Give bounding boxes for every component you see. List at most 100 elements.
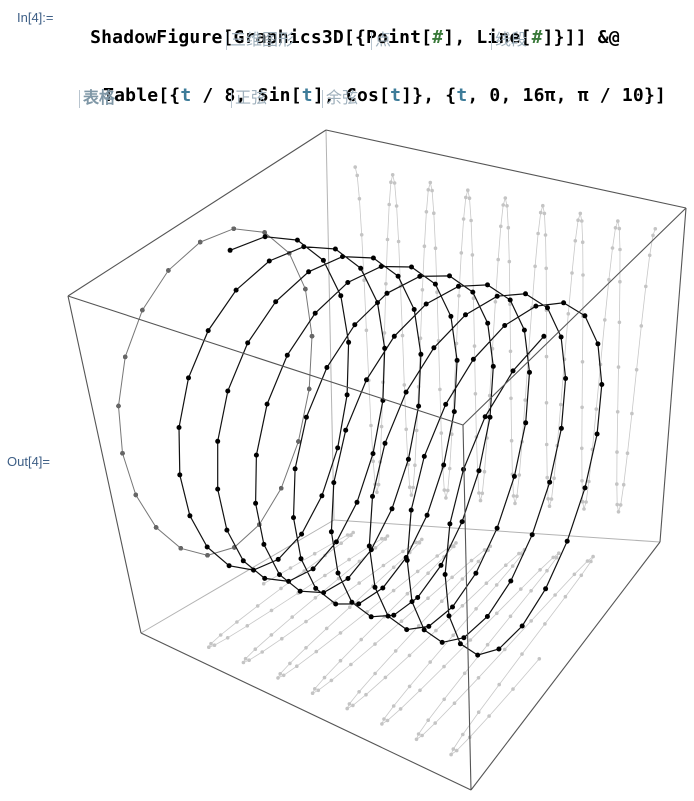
helix-point <box>324 365 330 370</box>
back-wall-shadow-point <box>544 442 549 447</box>
floor-shadow-point <box>487 714 491 718</box>
input-code-line-2[interactable]: Table[{t / 8, Sin[t], Cos[t]}, {t, 0, 16… <box>81 64 666 106</box>
back-wall-shadow-point <box>355 173 360 178</box>
back-wall-shadow-point <box>505 204 509 208</box>
helix-point <box>364 377 369 383</box>
helix-point <box>558 334 564 340</box>
helix-point <box>286 578 292 584</box>
back-wall-shadow-point <box>447 466 452 471</box>
back-wall-shadow-point <box>647 253 652 258</box>
helix-point <box>454 357 460 363</box>
floor-shadow-point <box>382 717 386 721</box>
back-wall-shadow-point <box>546 497 550 501</box>
helix-point <box>233 287 239 293</box>
back-wall-shadow-point <box>389 180 393 184</box>
back-wall-shadow-point <box>376 482 381 487</box>
floor-shadow-point <box>460 577 465 581</box>
helix-point <box>382 440 388 446</box>
box-edge <box>140 519 335 634</box>
floor-shadow-point <box>329 678 334 683</box>
floor-shadow-point <box>485 642 490 647</box>
back-wall-shadow-point <box>457 294 461 298</box>
helix-point <box>473 570 479 576</box>
back-wall-shadow-point <box>382 331 387 335</box>
helix-point <box>447 273 452 279</box>
floor-shadow-point <box>407 684 412 689</box>
code-text: , 0, 16π, π / 10}] <box>467 85 667 106</box>
back-wall-shadow-point <box>616 219 620 223</box>
floor-shadow-point <box>553 593 557 597</box>
floor-shadow-point <box>589 559 593 564</box>
back-wall-shadow-point <box>507 259 512 264</box>
helix-point <box>344 392 350 398</box>
floor-shadow-point <box>255 604 260 608</box>
back-wall-shadow-point <box>384 282 388 286</box>
helix-point <box>284 352 290 358</box>
back-wall-shadow-point <box>544 401 549 405</box>
helix-point <box>490 363 496 369</box>
back-wall-shadow-point <box>506 225 511 230</box>
floor-shadow-point <box>434 628 438 633</box>
helix-point <box>328 529 334 535</box>
helix-point <box>262 575 268 581</box>
helix-point <box>507 297 513 303</box>
helix-point <box>561 300 567 306</box>
floor-shadow-point <box>349 662 353 667</box>
floor-shadow-point <box>551 555 555 560</box>
back-wall-shadow-point <box>413 463 417 468</box>
floor-shadow-point <box>279 586 283 591</box>
side-wall-shadow-point <box>123 354 128 360</box>
floor-shadow-point <box>482 548 487 552</box>
helix-point <box>352 322 358 328</box>
floor-shadow-point <box>452 544 456 549</box>
back-wall-shadow-point <box>499 224 503 229</box>
back-wall-shadow-point <box>353 165 358 169</box>
floor-shadow-point <box>511 687 515 691</box>
floor-shadow-point <box>357 581 362 585</box>
floor-shadow-point <box>207 645 211 649</box>
helix-point <box>456 283 461 289</box>
helix-point <box>523 291 528 297</box>
floor-shadow-point <box>349 533 353 538</box>
floor-shadow-point <box>288 661 292 666</box>
floor-shadow-point <box>529 589 533 593</box>
floor-shadow-point <box>351 703 355 708</box>
floor-shadow-point <box>545 568 549 573</box>
helix-point <box>416 403 422 409</box>
floor-shadow-point <box>494 583 499 587</box>
helix-point <box>264 401 270 407</box>
floor-shadow-point <box>322 675 327 680</box>
helix-point <box>502 323 508 328</box>
back-wall-shadow-point <box>651 233 655 238</box>
back-wall-shadow-point <box>446 488 450 493</box>
back-wall-shadow-point <box>580 219 584 223</box>
helix-point <box>370 493 375 499</box>
box-edge <box>333 519 661 543</box>
box-edge <box>140 632 472 791</box>
floor-shadow-point <box>381 563 386 568</box>
floor-shadow-point <box>288 566 293 570</box>
helix-point <box>273 299 279 305</box>
back-wall-shadow-point <box>496 257 501 262</box>
back-wall-shadow-point <box>509 438 514 443</box>
helix-point <box>368 547 374 553</box>
helix-point <box>421 453 427 459</box>
back-wall-shadow-point <box>469 218 473 223</box>
input-code-line-1[interactable]: ShadowFigure[Graphics3D[{Point[#], Line[… <box>68 6 620 48</box>
floor-shadow-point <box>476 559 481 564</box>
floor-shadow-point <box>278 672 283 676</box>
floor-shadow-point <box>338 658 343 663</box>
floor-shadow-point <box>310 691 315 695</box>
floor-shadow-point <box>519 587 523 591</box>
back-wall-shadow-point <box>508 349 513 354</box>
floor-shadow-point <box>357 690 361 694</box>
helix-point <box>508 578 514 584</box>
helix-point <box>299 531 305 537</box>
back-wall-shadow-point <box>618 279 622 284</box>
floor-shadow-point <box>314 649 319 654</box>
helix-point <box>215 486 221 492</box>
hint-table: 表格 <box>79 90 115 108</box>
back-wall-shadow-point <box>544 354 549 359</box>
back-wall-shadow-point <box>387 202 392 207</box>
